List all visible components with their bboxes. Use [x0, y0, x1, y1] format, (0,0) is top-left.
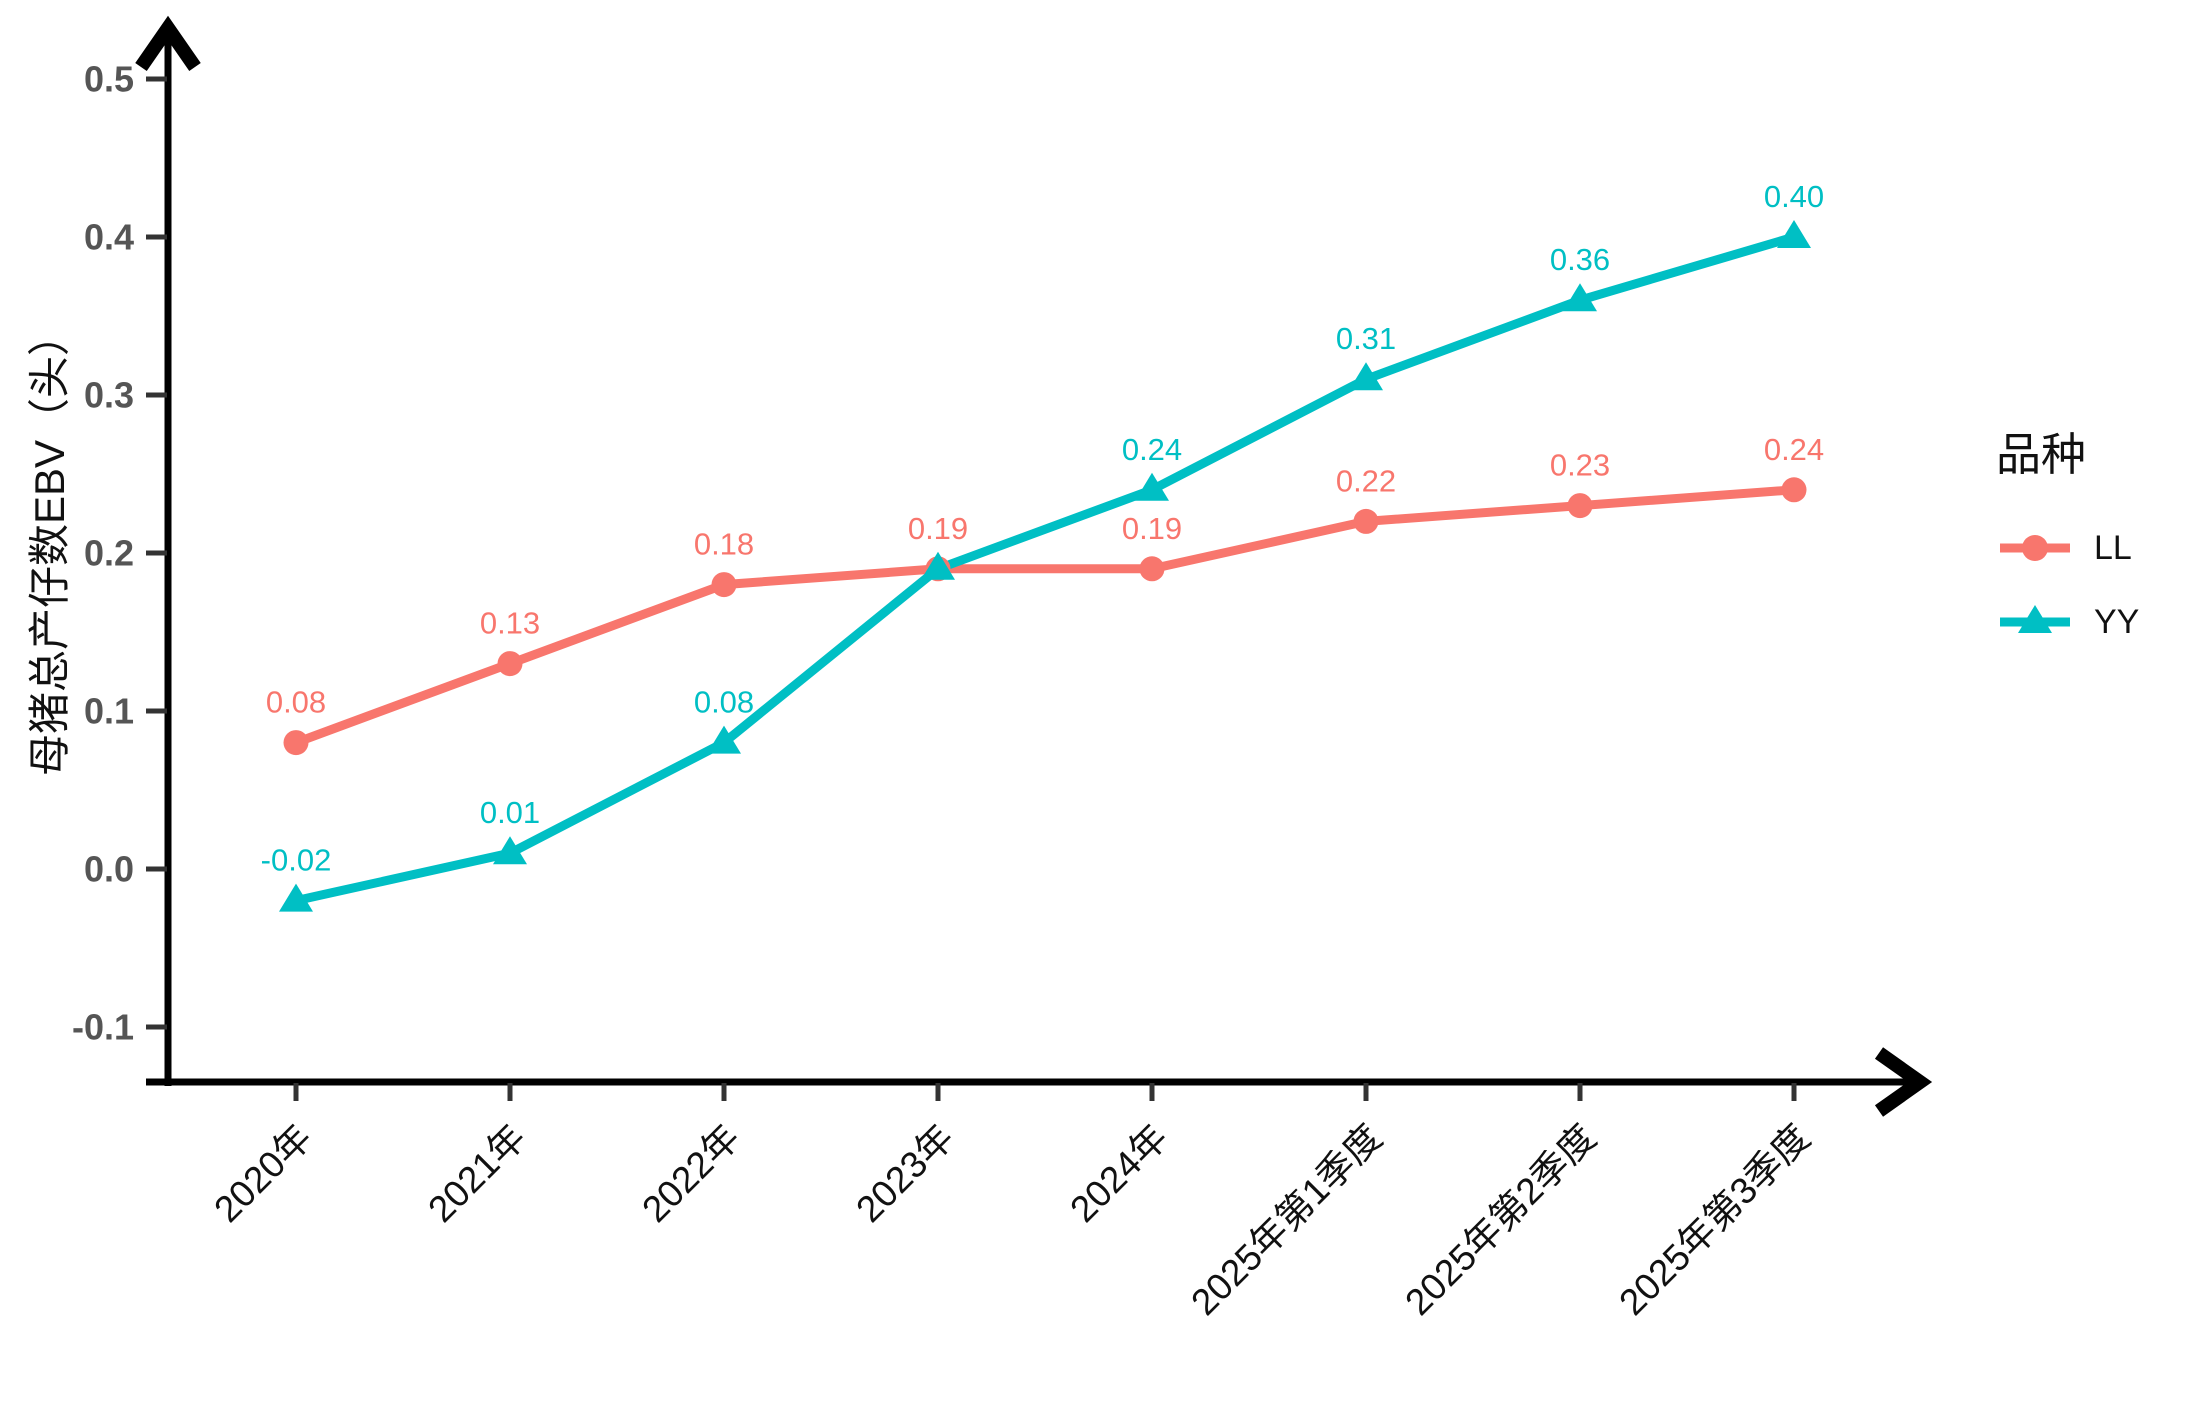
data-point-label-LL: 0.13 [480, 606, 540, 641]
x-axis-label: 2022年 [634, 1117, 747, 1230]
x-axis-label: 2023年 [848, 1117, 961, 1230]
data-point-label-YY: -0.02 [261, 843, 332, 878]
series-line-YY [291, 232, 1799, 906]
data-point-label-YY: 0.40 [1764, 179, 1824, 214]
data-point-label-YY: 0.31 [1336, 321, 1396, 356]
data-point-YY [921, 551, 955, 580]
y-tick-label: 0.4 [84, 217, 134, 258]
data-point-label-LL: 0.18 [694, 527, 754, 562]
data-point-YY [493, 836, 527, 865]
legend-circle-icon [2022, 535, 2048, 561]
series-markers [279, 220, 1811, 912]
x-axis-label: 2025年第3季度 [1611, 1117, 1817, 1323]
legend-label-YY: YY [2094, 603, 2139, 641]
data-point-YY [707, 725, 741, 754]
legend-label-LL: LL [2094, 529, 2132, 567]
data-point-label-LL: 0.08 [266, 685, 326, 720]
y-tick-label: 0.3 [84, 375, 134, 416]
y-tick-label: 0.2 [84, 533, 134, 574]
legend-triangle-icon [2018, 605, 2052, 633]
data-point-LL [711, 572, 737, 598]
legend-title: 品种 [1996, 429, 2086, 480]
data-point-YY [1563, 283, 1597, 312]
data-point-YY [1349, 362, 1383, 391]
data-point-YY [1135, 472, 1169, 501]
y-axis-arrow [135, 15, 201, 71]
data-point-label-YY: 0.08 [694, 685, 754, 720]
data-point-label-LL: 0.23 [1550, 448, 1610, 483]
x-axis-arrow [1874, 1047, 1933, 1117]
data-point-label-LL: 0.19 [908, 511, 968, 546]
series-line-LL [291, 485, 1799, 748]
data-point-LL [497, 651, 523, 677]
data-point-LL [1781, 477, 1807, 503]
data-point-label-LL: 0.19 [1122, 511, 1182, 546]
y-tick-label: 0.1 [84, 691, 134, 732]
data-point-label-LL: 0.24 [1764, 432, 1824, 467]
data-point-label-YY: 0.01 [480, 795, 540, 830]
axes: 0.5 0.4 0.3 0.2 0.1 0.0 -0.1 2020年 2021年 2022年 202… [72, 15, 1933, 1323]
y-axis-title: 母猪总产仔数EBV（头） [26, 314, 73, 776]
series-lines [291, 232, 1799, 906]
data-point-label-LL: 0.22 [1336, 463, 1396, 498]
data-point-LL [283, 730, 309, 756]
x-axis-label: 2024年 [1062, 1117, 1175, 1230]
data-point-LL [1139, 556, 1165, 582]
legend: 品种 LL YY [1996, 429, 2139, 641]
x-axis-label: 2020年 [206, 1117, 319, 1230]
x-axis-label: 2025年第2季度 [1397, 1117, 1603, 1323]
data-point-label-YY: 0.36 [1550, 242, 1610, 277]
data-point-LL [1567, 493, 1593, 519]
data-point-label-YY: 0.24 [1122, 432, 1182, 467]
x-axis-label: 2025年第1季度 [1183, 1117, 1389, 1323]
y-tick-label: -0.1 [72, 1007, 134, 1048]
data-point-LL [1353, 508, 1379, 534]
data-point-YY [279, 883, 313, 912]
x-axis-label: 2021年 [420, 1117, 533, 1230]
data-point-YY [1777, 220, 1811, 248]
legend-items: LL YY [2000, 529, 2139, 641]
y-tick-label: 0.0 [84, 849, 134, 890]
y-tick-label: 0.5 [84, 59, 134, 100]
data-point-labels: 0.08 0.13 0.18 0.19 0.19 0.22 0.23 0.24 -0.02 0.0… [261, 179, 1825, 878]
